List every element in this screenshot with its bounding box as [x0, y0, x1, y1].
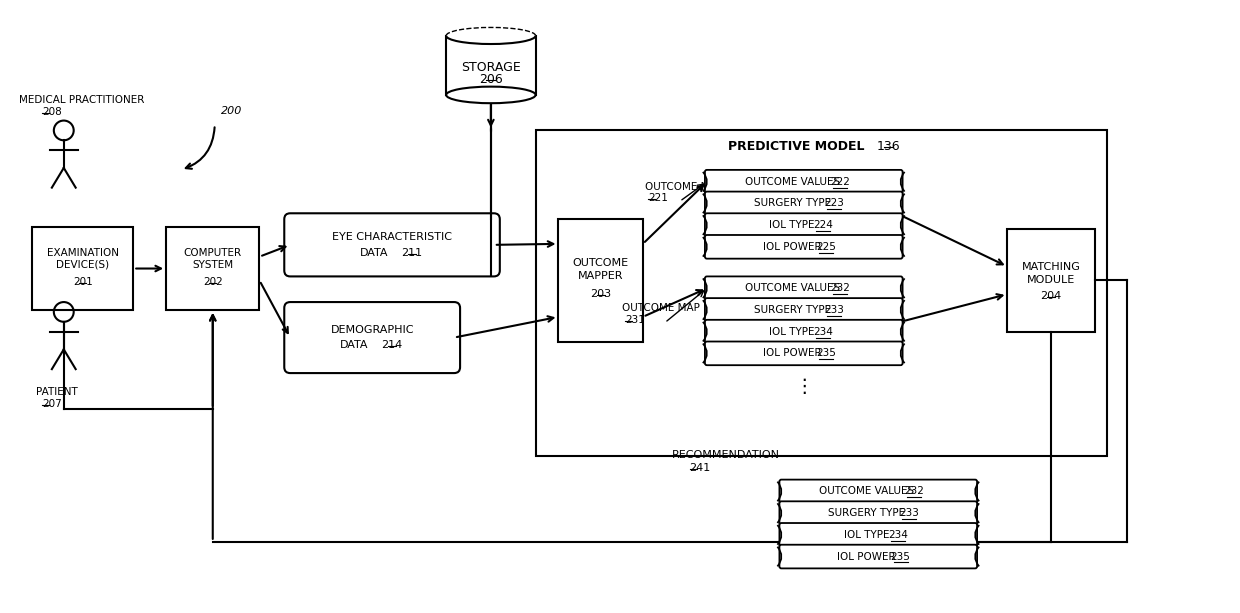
- Text: 235: 235: [816, 348, 836, 359]
- Text: OUTCOME VALUES: OUTCOME VALUES: [820, 487, 918, 497]
- Text: IOL POWER: IOL POWER: [763, 242, 825, 252]
- FancyBboxPatch shape: [780, 523, 977, 547]
- Bar: [166, 227, 259, 310]
- FancyBboxPatch shape: [780, 545, 977, 568]
- Text: 207: 207: [42, 398, 62, 409]
- FancyBboxPatch shape: [704, 341, 903, 365]
- Text: IOL TYPE: IOL TYPE: [770, 327, 818, 337]
- Text: 203: 203: [590, 289, 611, 299]
- Bar: [558, 219, 642, 341]
- Text: RECOMMENDATION: RECOMMENDATION: [672, 450, 780, 460]
- Ellipse shape: [446, 86, 536, 103]
- FancyBboxPatch shape: [284, 302, 460, 373]
- Text: 223: 223: [825, 199, 844, 208]
- Text: 202: 202: [203, 277, 223, 287]
- Text: 136: 136: [877, 140, 900, 153]
- Text: MATCHING: MATCHING: [1022, 262, 1080, 272]
- FancyBboxPatch shape: [704, 235, 903, 259]
- Text: OUTCOME MAP: OUTCOME MAP: [645, 181, 723, 192]
- Text: STORAGE: STORAGE: [461, 61, 521, 74]
- Text: 225: 225: [816, 242, 836, 252]
- Text: 232: 232: [904, 487, 924, 497]
- Text: 224: 224: [813, 220, 833, 230]
- Text: IOL TYPE: IOL TYPE: [844, 530, 893, 540]
- FancyBboxPatch shape: [704, 298, 903, 322]
- Text: 204: 204: [1040, 291, 1061, 301]
- FancyBboxPatch shape: [704, 213, 903, 237]
- Text: OUTCOME: OUTCOME: [573, 257, 629, 268]
- Text: OUTCOME VALUES: OUTCOME VALUES: [745, 177, 843, 187]
- Text: PATIENT: PATIENT: [36, 387, 78, 397]
- Text: 234: 234: [813, 327, 833, 337]
- Text: MEDICAL PRACTITIONER: MEDICAL PRACTITIONER: [19, 95, 144, 105]
- Text: EYE CHARACTERISTIC: EYE CHARACTERISTIC: [332, 232, 453, 242]
- Text: ⋮: ⋮: [794, 378, 813, 397]
- Text: 222: 222: [830, 177, 849, 187]
- Text: IOL POWER: IOL POWER: [837, 552, 899, 562]
- Text: SYSTEM: SYSTEM: [192, 259, 233, 270]
- Text: 200: 200: [221, 105, 242, 116]
- FancyBboxPatch shape: [704, 276, 903, 300]
- Text: DEVICE(S): DEVICE(S): [56, 259, 109, 270]
- FancyBboxPatch shape: [780, 501, 977, 525]
- Text: 234: 234: [888, 530, 908, 540]
- Text: 232: 232: [830, 283, 849, 293]
- Text: MAPPER: MAPPER: [578, 272, 624, 281]
- Text: 214: 214: [382, 340, 403, 351]
- Text: MODULE: MODULE: [1027, 275, 1075, 286]
- Text: COMPUTER: COMPUTER: [184, 248, 242, 257]
- Text: DATA: DATA: [360, 248, 388, 257]
- Text: OUTCOME VALUES: OUTCOME VALUES: [745, 283, 843, 293]
- Ellipse shape: [446, 28, 536, 44]
- Text: 206: 206: [479, 72, 502, 86]
- Text: IOL POWER: IOL POWER: [763, 348, 825, 359]
- Bar: [1007, 229, 1095, 332]
- FancyBboxPatch shape: [780, 479, 977, 503]
- Text: 231: 231: [625, 315, 645, 325]
- FancyBboxPatch shape: [704, 170, 903, 194]
- FancyBboxPatch shape: [704, 320, 903, 343]
- Text: 241: 241: [689, 463, 711, 473]
- Text: IOL TYPE: IOL TYPE: [770, 220, 818, 230]
- Text: DATA: DATA: [340, 340, 368, 351]
- Text: 235: 235: [890, 552, 910, 562]
- Text: SURGERY TYPE: SURGERY TYPE: [754, 305, 835, 315]
- Bar: [32, 227, 133, 310]
- Text: 201: 201: [73, 277, 93, 287]
- Text: 221: 221: [647, 194, 667, 204]
- Text: 211: 211: [402, 248, 423, 257]
- Text: 233: 233: [825, 305, 844, 315]
- Text: EXAMINATION: EXAMINATION: [47, 248, 119, 257]
- Text: OUTCOME MAP: OUTCOME MAP: [622, 303, 699, 313]
- FancyBboxPatch shape: [704, 192, 903, 215]
- FancyArrowPatch shape: [186, 128, 215, 169]
- Text: PREDICTIVE MODEL: PREDICTIVE MODEL: [728, 140, 864, 153]
- FancyBboxPatch shape: [284, 213, 500, 276]
- Bar: [536, 131, 1107, 456]
- Text: 233: 233: [899, 508, 919, 518]
- Text: SURGERY TYPE: SURGERY TYPE: [828, 508, 909, 518]
- Text: 208: 208: [42, 107, 62, 116]
- Text: DEMOGRAPHIC: DEMOGRAPHIC: [330, 325, 414, 335]
- Text: SURGERY TYPE: SURGERY TYPE: [754, 199, 835, 208]
